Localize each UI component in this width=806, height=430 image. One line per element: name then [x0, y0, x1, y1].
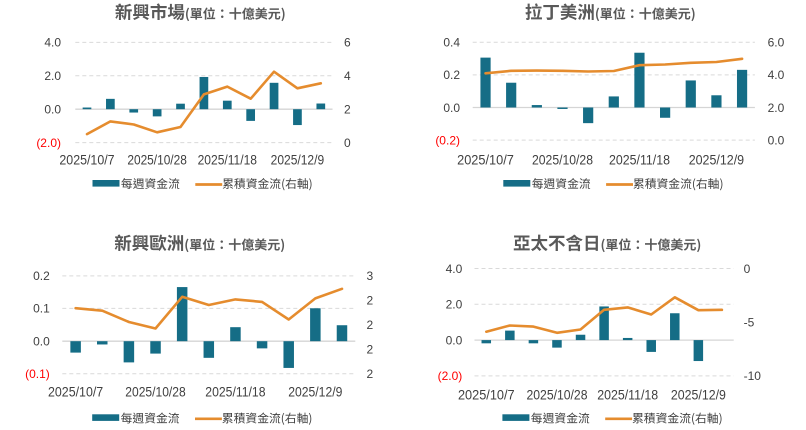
svg-text:2025/11/18: 2025/11/18: [205, 383, 265, 399]
svg-text:2.0: 2.0: [44, 69, 61, 83]
svg-text:每週資金流: 每週資金流: [531, 409, 590, 426]
svg-text:亞太不含日(單位：十億美元): 亞太不含日(單位：十億美元): [513, 230, 701, 255]
svg-text:4.0: 4.0: [768, 68, 785, 82]
svg-text:0.2: 0.2: [33, 269, 50, 283]
svg-text:0.0: 0.0: [768, 133, 785, 147]
svg-text:每週資金流: 每週資金流: [532, 175, 591, 192]
svg-text:0.0: 0.0: [33, 335, 50, 349]
svg-text:2025/12/9: 2025/12/9: [288, 383, 342, 399]
svg-text:2025/10/7: 2025/10/7: [48, 383, 103, 399]
svg-text:(0.1): (0.1): [25, 367, 50, 381]
svg-text:累積資金流(右軸): 累積資金流(右軸): [222, 175, 313, 192]
svg-text:(2.0): (2.0): [438, 369, 463, 383]
svg-text:6: 6: [344, 36, 351, 50]
svg-text:2025/10/7: 2025/10/7: [458, 387, 515, 403]
svg-text:2025/12/9: 2025/12/9: [271, 152, 325, 168]
svg-text:2: 2: [367, 318, 374, 332]
svg-text:4: 4: [344, 69, 351, 83]
svg-text:累積資金流(右軸): 累積資金流(右軸): [633, 175, 724, 192]
svg-text:2025/10/28: 2025/10/28: [527, 387, 588, 403]
svg-text:(2.0): (2.0): [36, 136, 61, 150]
svg-text:2025/12/9: 2025/12/9: [671, 387, 726, 403]
svg-text:2025/10/28: 2025/10/28: [125, 383, 186, 399]
svg-text:4.0: 4.0: [44, 36, 61, 50]
svg-text:0.4: 0.4: [443, 36, 460, 50]
svg-text:3: 3: [367, 269, 374, 283]
svg-text:新興歐洲(單位：十億美元): 新興歐洲(單位：十億美元): [114, 230, 285, 255]
svg-text:累積資金流(右軸): 累積資金流(右軸): [222, 409, 313, 426]
svg-text:2: 2: [367, 367, 374, 381]
svg-text:0: 0: [744, 262, 751, 276]
svg-text:-10: -10: [744, 369, 762, 383]
svg-text:2: 2: [367, 294, 374, 308]
svg-text:2.0: 2.0: [768, 101, 785, 115]
svg-text:2025/11/18: 2025/11/18: [609, 152, 670, 168]
svg-text:每週資金流: 每週資金流: [121, 409, 180, 426]
svg-text:0.0: 0.0: [443, 101, 460, 115]
svg-text:0: 0: [344, 136, 351, 150]
svg-text:2025/11/18: 2025/11/18: [597, 387, 658, 403]
svg-text:-5: -5: [744, 316, 755, 330]
svg-text:2: 2: [344, 103, 351, 117]
svg-text:0.1: 0.1: [33, 302, 50, 316]
svg-text:0.0: 0.0: [44, 103, 61, 117]
svg-text:(0.2): (0.2): [435, 133, 460, 147]
svg-text:2025/10/7: 2025/10/7: [457, 152, 514, 168]
svg-text:拉丁美洲(單位：十億美元): 拉丁美洲(單位：十億美元): [525, 0, 696, 25]
svg-text:2025/10/28: 2025/10/28: [127, 152, 187, 168]
svg-text:2025/12/9: 2025/12/9: [689, 152, 745, 168]
svg-text:4.0: 4.0: [446, 262, 463, 276]
svg-text:2025/11/18: 2025/11/18: [198, 152, 258, 168]
svg-text:2025/10/7: 2025/10/7: [59, 152, 114, 168]
svg-text:0.0: 0.0: [446, 333, 463, 347]
svg-text:累積資金流(右軸): 累積資金流(右軸): [632, 409, 723, 426]
svg-text:2: 2: [367, 343, 374, 357]
svg-text:0.2: 0.2: [443, 68, 460, 82]
svg-text:6.0: 6.0: [768, 36, 785, 50]
svg-text:新興市場(單位：十億美元): 新興市場(單位：十億美元): [115, 0, 286, 25]
svg-text:2.0: 2.0: [446, 298, 463, 312]
svg-text:2025/10/28: 2025/10/28: [532, 152, 593, 168]
svg-text:每週資金流: 每週資金流: [121, 175, 180, 192]
